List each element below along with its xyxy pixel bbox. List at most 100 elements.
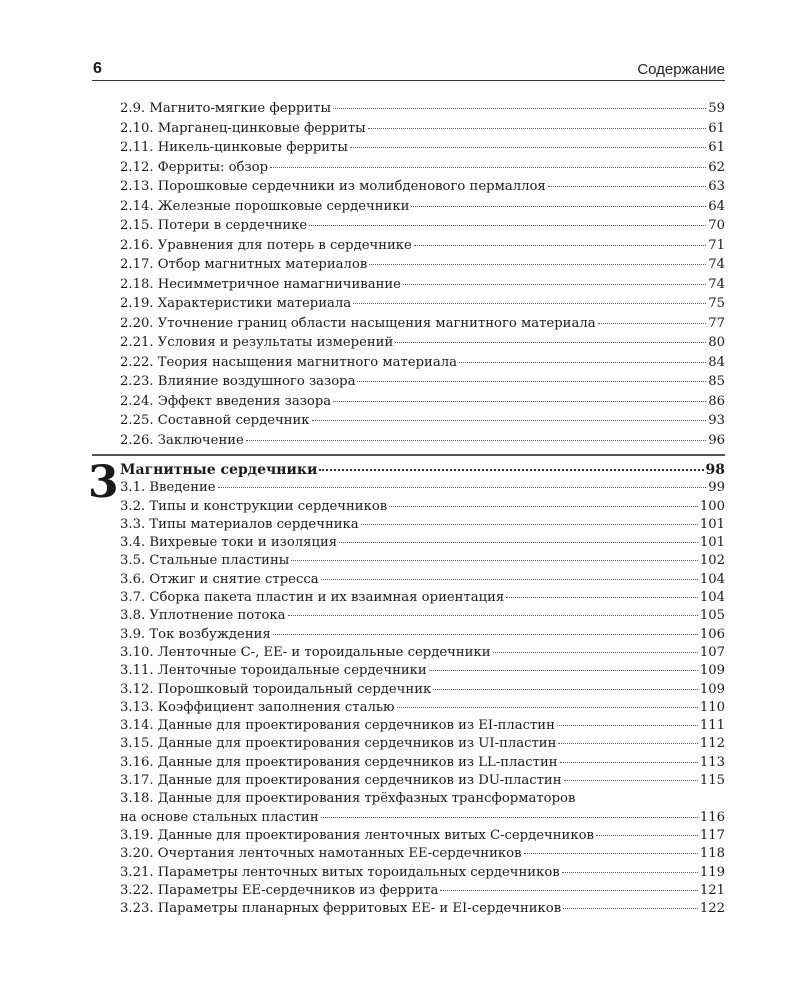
toc-entry[interactable]: 3.10. Ленточные С-, ЕЕ- и тороидальные с… [120, 645, 725, 663]
toc-entry-title: 3.4. Вихревые токи и изоляция [120, 535, 338, 551]
toc-entry-title: 2.11. Никель-цинковые ферриты [120, 140, 348, 155]
toc-entry[interactable]: 3.21. Параметры ленточных витых тороидал… [120, 865, 725, 883]
toc-entry[interactable]: 2.19. Характеристики материала 75 [120, 296, 725, 316]
toc-entry[interactable]: 2.17. Отбор магнитных материалов 74 [120, 257, 725, 277]
toc-entry-title: 3.10. Ленточные С-, ЕЕ- и тороидальные с… [120, 644, 491, 660]
dot-leader [311, 420, 707, 421]
toc-entry[interactable]: 2.20. Уточнение границ области насыщения… [120, 316, 725, 336]
toc-chapter-3: Магнитные сердечники 98 3.1. Введение 99 3… [120, 462, 725, 919]
dot-leader [339, 542, 698, 544]
toc-entry[interactable]: 3.6. Отжиг и снятие стресса 104 [120, 572, 725, 590]
toc-entry[interactable]: 2.21. Условия и результаты измерений 80 [120, 335, 725, 355]
toc-entry[interactable]: 2.22. Теория насыщения магнитного матери… [120, 355, 725, 375]
dot-leader [389, 505, 698, 507]
toc-entry[interactable]: 2.13. Порошковые сердечники из молибдено… [120, 179, 725, 199]
toc-entry[interactable]: 2.15. Потери в сердечнике 70 [120, 218, 725, 238]
toc-entry-title: 2.10. Марганец-цинковые ферриты [120, 120, 366, 136]
toc-entry-title: 3.19. Данные для проектирования ленточны… [120, 827, 594, 843]
toc-entry-page: 85 [708, 374, 725, 389]
dot-leader [597, 322, 707, 324]
dot-leader [333, 108, 707, 109]
toc-entry-line[interactable]: 3.18. Данные для проектирования трёхфазн… [120, 791, 725, 809]
toc-entry-page: 84 [708, 354, 725, 370]
toc-entry[interactable]: 3.8. Уплотнение потока 105 [120, 608, 725, 626]
toc-entry-page: 59 [708, 101, 725, 116]
toc-entry-title: 2.19. Характеристики материала [120, 296, 352, 311]
running-title: Содержание [637, 61, 725, 78]
toc-entry[interactable]: 3.5. Стальные пластины 102 [120, 553, 725, 571]
toc-entry[interactable]: 2.12. Ферриты: обзор 62 [120, 160, 725, 180]
toc-entry[interactable]: 3.16. Данные для проектирования сердечни… [120, 755, 725, 773]
toc-entry-page: 101 [699, 535, 725, 551]
toc-entry[interactable]: 2.26. Заключение 96 [120, 433, 725, 453]
page-number: 6 [93, 60, 102, 77]
toc-entry-page: 105 [699, 608, 725, 624]
toc-entry-page: 75 [708, 296, 725, 311]
toc-entry-page: 102 [699, 553, 725, 569]
toc-entry[interactable]: 3.3. Типы материалов сердечника 101 [120, 517, 725, 535]
toc-entry[interactable]: 3.12. Порошковый тороидальный сердечник 1… [120, 682, 725, 700]
dot-leader [396, 706, 698, 708]
toc-entry-page: 121 [699, 882, 725, 898]
dot-leader [272, 633, 698, 635]
toc-entry[interactable]: 3.11. Ленточные тороидальные сердечники 1… [120, 663, 725, 681]
toc-entry-page: 96 [708, 432, 725, 448]
toc-entry[interactable]: 3.20. Очертания ленточных намотанных ЕЕ-… [120, 846, 725, 864]
toc-entry-page: 118 [699, 846, 725, 862]
toc-entry[interactable]: 3.4. Вихревые токи и изоляция 101 [120, 535, 725, 553]
dot-leader [561, 871, 698, 873]
toc-entry[interactable]: 3.22. Параметры ЕЕ-сердечников из феррит… [120, 883, 725, 901]
toc-entry[interactable]: 3.23. Параметры планарных ферритовых ЕЕ-… [120, 901, 725, 919]
toc-entry-title: 3.6. Отжиг и снятие стресса [120, 571, 319, 587]
toc-entry-title: 2.21. Условия и результаты измерений [120, 335, 394, 350]
dot-leader [547, 186, 707, 187]
toc-entry[interactable]: 2.18. Несимметричное намагничивание 74 [120, 277, 725, 297]
toc-entry-title: 3.17. Данные для проектирования сердечни… [120, 773, 562, 789]
toc-entry[interactable]: 3.17. Данные для проектирования сердечни… [120, 773, 725, 791]
toc-entry[interactable]: 3.2. Типы и конструкции сердечников 100 [120, 499, 725, 517]
toc-entry-title: 3.18. Данные для проектирования трёхфазн… [120, 791, 576, 807]
toc-entry-title: 3.3. Типы материалов сердечника [120, 516, 359, 532]
toc-entry-title: на основе стальных пластин [120, 809, 319, 825]
toc-entry[interactable]: 2.24. Эффект введения зазора 86 [120, 394, 725, 414]
toc-entry-page: 70 [708, 218, 725, 233]
toc-entry-title: 2.26. Заключение [120, 432, 244, 448]
toc-entry[interactable]: 3.14. Данные для проектирования сердечни… [120, 718, 725, 736]
toc-entry-page: 112 [699, 736, 725, 752]
toc-entry[interactable]: 3.19. Данные для проектирования ленточны… [120, 828, 725, 846]
toc-entry-title: 3.9. Ток возбуждения [120, 626, 271, 642]
toc-entry-title: 3.16. Данные для проектирования сердечни… [120, 754, 558, 770]
toc-entry[interactable]: 3.7. Сборка пакета пластин и их взаимная… [120, 590, 725, 608]
dot-leader [402, 283, 707, 285]
dot-leader [319, 469, 704, 471]
toc-entry[interactable]: на основе стальных пластин 116 [120, 810, 725, 828]
toc-entry-page: 100 [699, 498, 725, 514]
toc-entry[interactable]: 2.14. Железные порошковые сердечники 64 [120, 199, 725, 219]
toc-entry[interactable]: 3.13. Коэффициент заполнения сталью 110 [120, 700, 725, 718]
toc-entry-page: 104 [699, 590, 725, 606]
toc-entry[interactable]: 2.23. Влияние воздушного зазора 85 [120, 374, 725, 394]
dot-leader [333, 400, 707, 402]
dot-leader [563, 780, 698, 782]
toc-entry[interactable]: 2.25. Составной сердечник 93 [120, 413, 725, 433]
toc-entry-page: 63 [708, 179, 725, 194]
toc-entry-title: 2.17. Отбор магнитных материалов [120, 257, 368, 272]
toc-entry-title: 2.16. Уравнения для потерь в сердечнике [120, 237, 412, 253]
dot-leader [559, 761, 698, 763]
toc-entry-title: 3.23. Параметры планарных ферритовых ЕЕ-… [120, 901, 562, 917]
toc-entry[interactable]: 2.9. Магнито-мягкие ферриты 59 [120, 101, 725, 121]
toc-entry[interactable]: 2.10. Марганец-цинковые ферриты 61 [120, 121, 725, 141]
chapter-title-row[interactable]: Магнитные сердечники 98 [120, 462, 725, 480]
toc-entry[interactable]: 3.9. Ток возбуждения 106 [120, 627, 725, 645]
dot-leader [492, 651, 698, 653]
chapter-page: 98 [705, 462, 725, 478]
dot-leader [349, 147, 707, 148]
dot-leader [523, 853, 698, 855]
toc-entry[interactable]: 3.15. Данные для проектирования сердечни… [120, 736, 725, 754]
dot-leader [440, 889, 698, 891]
toc-entry-title: 3.15. Данные для проектирования сердечни… [120, 736, 557, 752]
toc-entry-page: 74 [708, 257, 725, 272]
toc-entry[interactable]: 2.16. Уравнения для потерь в сердечнике 7… [120, 238, 725, 258]
toc-entry[interactable]: 2.11. Никель-цинковые ферриты 61 [120, 140, 725, 160]
toc-entry[interactable]: 3.1. Введение 99 [120, 480, 725, 498]
